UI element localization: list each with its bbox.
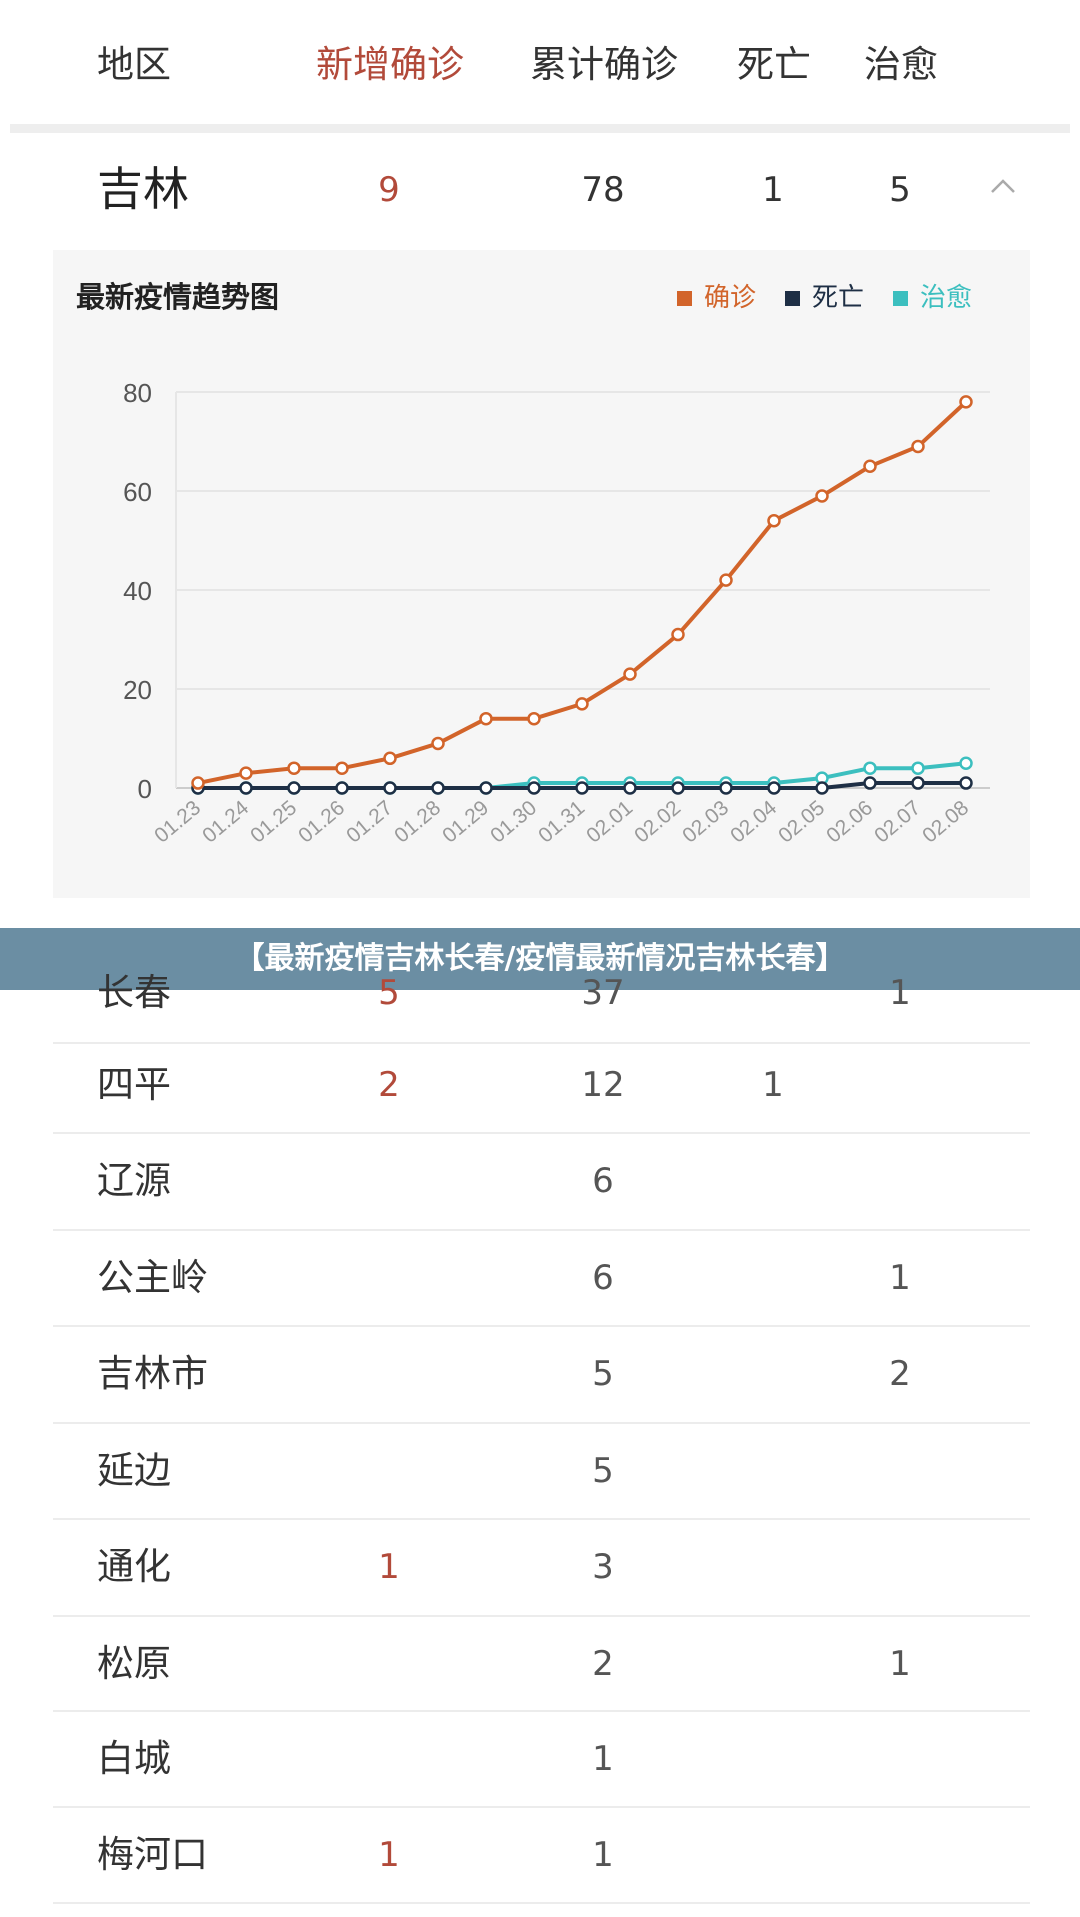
table-row[interactable]: 公主岭 6 1 <box>0 1231 1080 1327</box>
table-row[interactable]: 吉林市 5 2 <box>0 1327 1080 1424</box>
header-region: 地区 <box>97 43 171 86</box>
row-divider <box>53 1710 1030 1712</box>
city-name: 四平 <box>97 1063 171 1106</box>
row-divider <box>53 1806 1030 1808</box>
chevron-up-icon[interactable] <box>990 178 1016 194</box>
table-row[interactable]: 延边 5 <box>0 1424 1080 1520</box>
province-total-confirmed: 78 <box>581 170 625 210</box>
legend-deaths-label: 死亡 <box>812 283 865 313</box>
city-recovered: 1 <box>889 1258 911 1298</box>
city-name: 公主岭 <box>97 1256 208 1299</box>
city-name: 延边 <box>97 1449 171 1492</box>
table-header: 地区 新增确诊 累计确诊 死亡 治愈 <box>0 0 1080 128</box>
row-divider <box>53 1325 1030 1327</box>
table-row[interactable]: 四平 2 12 1 <box>0 1038 1080 1134</box>
city-total-confirmed: 12 <box>581 1065 625 1105</box>
city-new-confirmed: 5 <box>378 973 400 1013</box>
table-row[interactable]: 辽源 6 <box>0 1134 1080 1231</box>
legend-recovered[interactable]: 治愈 <box>893 280 972 316</box>
chart-panel <box>53 250 1030 898</box>
city-new-confirmed: 1 <box>378 1547 400 1587</box>
header-recovered[interactable]: 治愈 <box>864 43 938 86</box>
city-new-confirmed: 2 <box>378 1065 400 1105</box>
city-total-confirmed: 6 <box>592 1161 614 1201</box>
row-divider <box>53 1518 1030 1520</box>
legend-confirmed[interactable]: 确诊 <box>677 280 756 316</box>
city-deaths: 1 <box>762 1065 784 1105</box>
row-divider <box>53 1132 1030 1134</box>
row-divider <box>53 1229 1030 1231</box>
banner-text: 【最新疫情吉林长春/疫情最新情况吉林长春】 <box>234 941 846 976</box>
city-name: 松原 <box>97 1642 171 1685</box>
title-banner: 【最新疫情吉林长春/疫情最新情况吉林长春】 <box>0 928 1080 990</box>
table-row[interactable]: 长春 5 37 1 <box>0 960 1080 1044</box>
city-total-confirmed: 2 <box>592 1644 614 1684</box>
city-name: 辽源 <box>97 1159 171 1202</box>
province-name: 吉林 <box>97 162 189 216</box>
table-row[interactable]: 梅河口 1 1 <box>0 1808 1080 1904</box>
table-row[interactable]: 通化 1 3 <box>0 1520 1080 1617</box>
row-divider <box>53 1042 1030 1044</box>
city-total-confirmed: 5 <box>592 1354 614 1394</box>
header-divider <box>10 124 1070 133</box>
city-total-confirmed: 5 <box>592 1451 614 1491</box>
city-total-confirmed: 6 <box>592 1258 614 1298</box>
province-new-confirmed: 9 <box>378 170 400 210</box>
city-name: 白城 <box>97 1737 171 1780</box>
city-name: 通化 <box>97 1545 171 1588</box>
city-total-confirmed: 3 <box>592 1547 614 1587</box>
city-recovered: 2 <box>889 1354 911 1394</box>
city-total-confirmed: 1 <box>592 1835 614 1875</box>
city-recovered: 1 <box>889 973 911 1013</box>
city-new-confirmed: 1 <box>378 1835 400 1875</box>
row-divider <box>53 1615 1030 1617</box>
city-total-confirmed: 37 <box>581 973 625 1013</box>
city-recovered: 1 <box>889 1644 911 1684</box>
legend-deaths[interactable]: 死亡 <box>785 280 864 316</box>
city-name: 吉林市 <box>97 1352 208 1395</box>
row-divider <box>53 1902 1030 1904</box>
province-deaths: 1 <box>762 170 784 210</box>
table-row[interactable]: 松原 2 1 <box>0 1617 1080 1712</box>
legend-recovered-label: 治愈 <box>920 283 973 313</box>
legend-recovered-swatch <box>893 291 908 306</box>
province-row[interactable]: 吉林 9 78 1 5 <box>0 135 1080 245</box>
city-name: 长春 <box>97 971 171 1014</box>
legend-confirmed-label: 确诊 <box>704 283 757 313</box>
city-name: 梅河口 <box>97 1833 208 1876</box>
header-new-confirmed[interactable]: 新增确诊 <box>316 43 464 86</box>
table-row[interactable]: 白城 1 <box>0 1712 1080 1808</box>
row-divider <box>53 1422 1030 1424</box>
legend-deaths-swatch <box>785 291 800 306</box>
header-total-confirmed[interactable]: 累计确诊 <box>530 43 678 86</box>
chart-title: 最新疫情趋势图 <box>76 280 280 314</box>
province-recovered: 5 <box>889 170 911 210</box>
legend-confirmed-swatch <box>677 291 692 306</box>
header-deaths[interactable]: 死亡 <box>737 43 811 86</box>
city-total-confirmed: 1 <box>592 1739 614 1779</box>
